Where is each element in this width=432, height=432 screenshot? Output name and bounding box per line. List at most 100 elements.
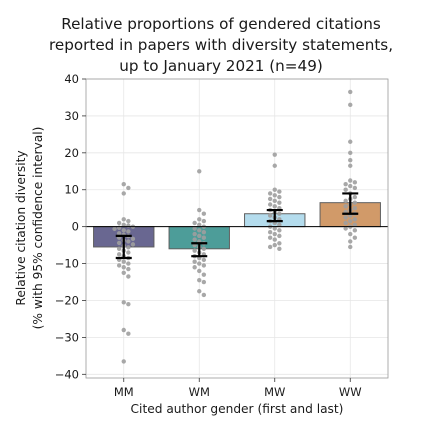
point-wm-26 <box>192 259 197 264</box>
point-mm-37 <box>126 274 131 279</box>
point-mw-1 <box>272 163 277 168</box>
point-mw-23 <box>272 226 277 231</box>
point-mw-26 <box>272 231 277 237</box>
point-mm-42 <box>121 359 126 364</box>
y-tick-label-2: −20 <box>55 293 79 307</box>
y-tick-label-7: 30 <box>64 109 79 123</box>
point-mm-38 <box>121 300 126 305</box>
point-mm-34 <box>121 265 126 270</box>
point-mm-32 <box>126 261 131 266</box>
point-mm-27 <box>116 252 122 257</box>
chart-title-line-3: up to January 2021 (n=49) <box>119 57 323 75</box>
point-mw-8 <box>272 198 277 204</box>
error-bar-ww <box>342 192 359 215</box>
point-wm-2 <box>201 211 207 216</box>
point-mw-3 <box>277 189 282 194</box>
axes: −40 −30 −20 −10 0 10 20 30 40 MM WM MW WW <box>55 72 389 399</box>
point-mm-33 <box>116 263 122 268</box>
point-mw-2 <box>272 187 277 192</box>
point-mw-9 <box>277 200 282 205</box>
point-mw-31 <box>272 242 277 248</box>
y-tick-label-5: 10 <box>64 183 79 197</box>
point-mw-28 <box>267 235 273 240</box>
point-ww-11 <box>343 187 348 192</box>
x-tick-label-mm: MM <box>114 385 134 399</box>
point-wm-35 <box>201 292 207 298</box>
x-tick-label-ww: WW <box>339 385 362 399</box>
point-ww-10 <box>352 185 358 191</box>
point-wm-29 <box>192 265 197 270</box>
x-axis-label: Cited author gender (first and last) <box>131 402 344 416</box>
y-tick-label-4: 0 <box>72 220 79 234</box>
point-mm-31 <box>121 259 126 264</box>
point-wm-6 <box>197 222 202 228</box>
point-wm-3 <box>197 217 202 222</box>
point-wm-30 <box>197 268 202 274</box>
point-wm-33 <box>201 279 207 285</box>
point-mm-10 <box>112 226 117 232</box>
point-wm-5 <box>192 220 197 226</box>
point-mm-19 <box>126 239 131 244</box>
point-mm-26 <box>126 250 131 255</box>
point-ww-27 <box>343 220 348 226</box>
point-ww-9 <box>348 183 353 189</box>
point-ww-18 <box>343 204 348 209</box>
point-mm-35 <box>126 266 131 272</box>
point-mw-25 <box>267 229 273 235</box>
point-mm-36 <box>121 270 126 275</box>
chart-title-line-2: reported in papers with diversity statem… <box>49 36 393 54</box>
point-mw-15 <box>277 211 282 216</box>
point-ww-31 <box>352 228 358 233</box>
point-mm-17 <box>130 236 136 242</box>
error-bars <box>115 192 359 260</box>
point-ww-13 <box>352 194 358 200</box>
point-mm-2 <box>121 191 126 196</box>
y-axis-label-line-2: (% with 95% confidence interval) <box>31 127 45 330</box>
point-mw-0 <box>272 152 277 157</box>
x-tick-label-wm: WM <box>189 385 210 399</box>
bars <box>93 202 381 250</box>
point-mw-4 <box>267 191 273 196</box>
point-ww-0 <box>348 89 353 95</box>
point-mm-39 <box>126 301 131 307</box>
point-wm-14 <box>192 237 197 242</box>
chart-title: Relative proportions of gendered citatio… <box>49 15 393 75</box>
point-mw-29 <box>272 237 277 242</box>
x-tick-label-mw: MW <box>264 385 285 399</box>
point-mw-27 <box>277 233 282 239</box>
error-bar-wm <box>191 242 208 258</box>
y-tick-label-3: −10 <box>55 257 79 271</box>
point-mw-11 <box>272 204 277 209</box>
point-ww-15 <box>343 198 348 204</box>
point-wm-20 <box>192 248 197 253</box>
point-mm-1 <box>126 185 131 191</box>
point-wm-25 <box>201 257 207 263</box>
point-ww-5 <box>348 163 353 168</box>
point-ww-1 <box>348 102 353 108</box>
point-mm-21 <box>130 242 136 247</box>
point-mm-40 <box>121 327 126 333</box>
point-ww-26 <box>348 218 353 224</box>
point-ww-19 <box>352 205 358 211</box>
error-bar-mm <box>115 234 132 260</box>
y-axis-label-line-1: Relative citation diversity <box>14 150 28 305</box>
point-wm-9 <box>197 228 202 233</box>
y-tick-label-0: −40 <box>55 367 79 381</box>
point-mm-12 <box>126 229 131 234</box>
point-ww-34 <box>348 239 353 244</box>
error-bar-mw <box>266 208 283 223</box>
point-ww-6 <box>348 178 353 183</box>
point-mw-7 <box>267 196 273 202</box>
point-ww-4 <box>348 158 353 163</box>
point-wm-1 <box>197 207 202 213</box>
point-mw-32 <box>267 244 273 250</box>
point-mw-16 <box>267 213 273 218</box>
point-mw-33 <box>277 246 282 252</box>
point-mm-20 <box>116 240 122 246</box>
point-mm-24 <box>116 246 122 252</box>
point-wm-32 <box>197 277 202 283</box>
point-wm-8 <box>192 226 197 231</box>
point-mm-3 <box>121 217 126 222</box>
point-wm-19 <box>201 246 207 252</box>
